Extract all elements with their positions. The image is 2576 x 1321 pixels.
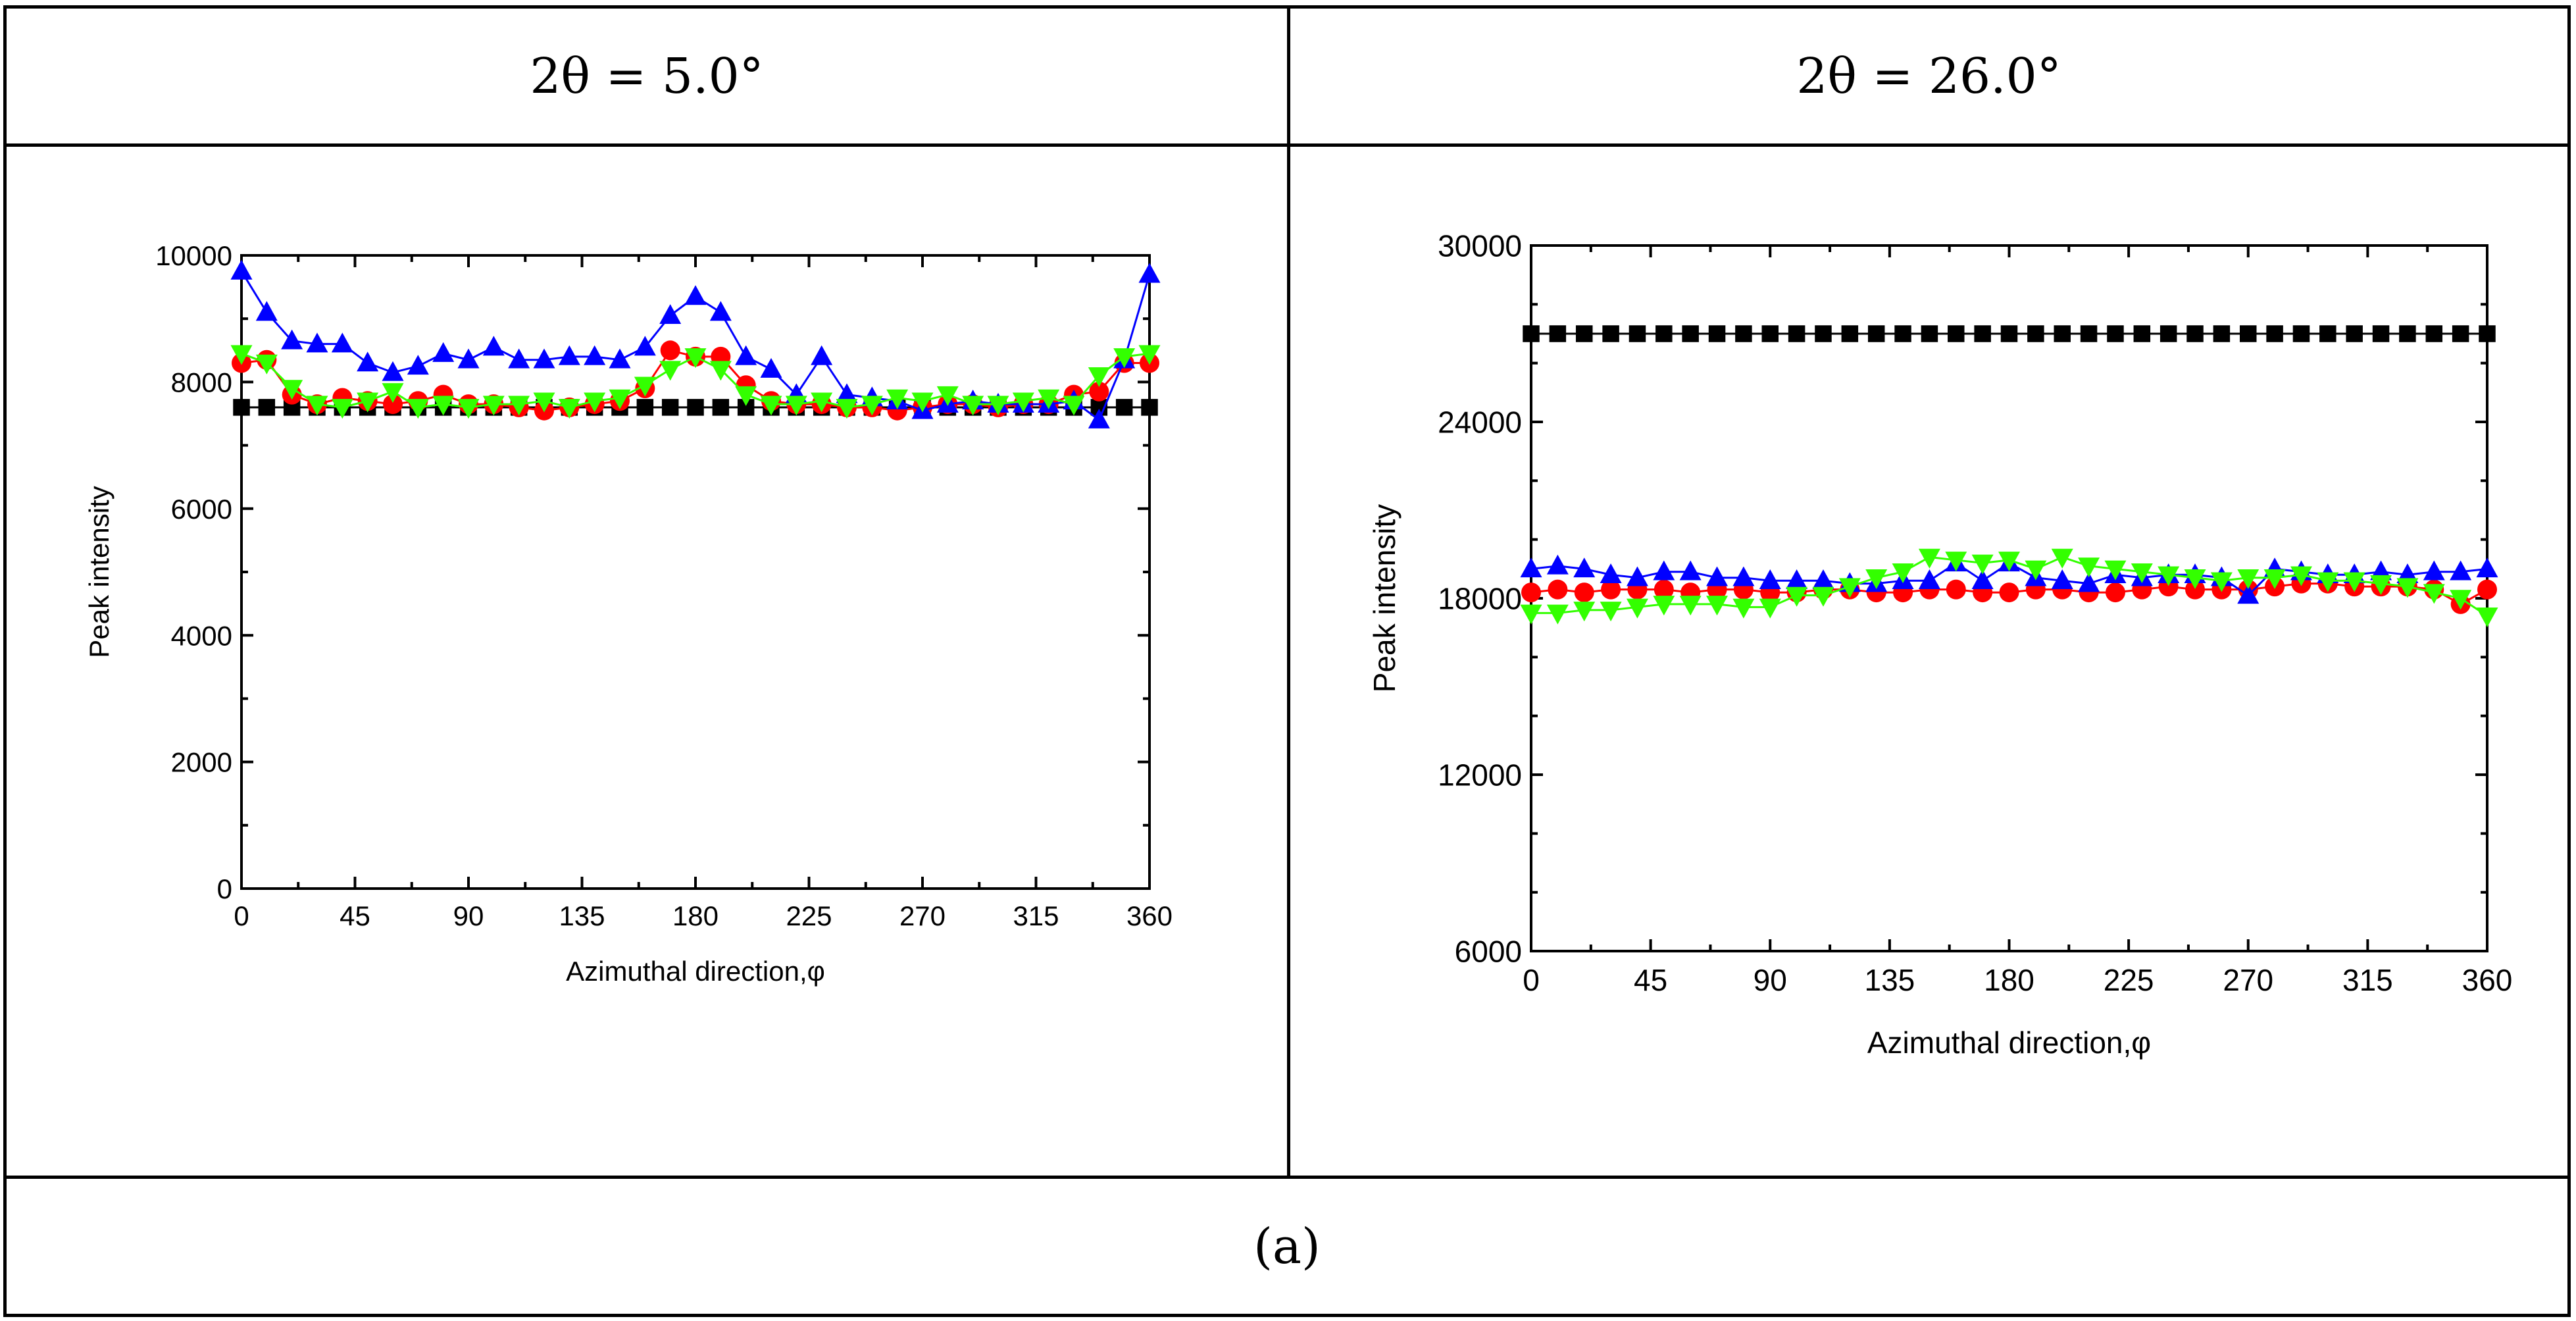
data-point-triangle-down (684, 348, 707, 369)
y-tick-label: 8000 (171, 367, 232, 398)
data-point-triangle-down (255, 354, 278, 375)
data-point-triangle-up (811, 345, 833, 365)
data-point-triangle-down (811, 392, 833, 413)
data-point-triangle-down (659, 361, 682, 381)
data-point-triangle-down (936, 386, 959, 406)
x-tick-label: 360 (1126, 900, 1173, 931)
data-point-triangle-up (457, 348, 480, 369)
data-point-square (636, 399, 654, 416)
data-point-triangle-down (482, 396, 505, 416)
data-point-triangle-down (962, 396, 984, 416)
data-point-triangle-up (836, 383, 858, 403)
y-axis-label: Peak intensity (84, 486, 114, 658)
data-point-triangle-up (407, 355, 429, 375)
data-point-square (233, 399, 250, 416)
column-divider (1287, 5, 1290, 1179)
data-point-triangle-up (382, 361, 404, 381)
x-tick-label: 0 (234, 900, 249, 931)
x-tick-label: 270 (899, 900, 946, 931)
data-point-triangle-up (709, 301, 732, 321)
data-point-triangle-up (230, 259, 253, 280)
data-point-triangle-up (357, 351, 379, 372)
data-point-triangle-up (735, 345, 757, 365)
x-tick-label: 225 (786, 900, 832, 931)
data-point-triangle-down (785, 396, 807, 416)
y-tick-label: 2000 (171, 747, 232, 778)
data-point-square (1141, 399, 1158, 416)
data-point-triangle-down (306, 396, 328, 416)
data-point-circle (660, 340, 680, 361)
x-tick-label: 135 (559, 900, 605, 931)
data-point-triangle-down (709, 361, 732, 381)
data-point-triangle-up (558, 345, 580, 365)
data-point-triangle-up (634, 336, 656, 356)
data-point-triangle-up (609, 348, 631, 369)
data-point-triangle-down (382, 383, 404, 403)
data-point-triangle-down (609, 389, 631, 409)
data-point-square (1115, 399, 1133, 416)
data-point-triangle-down (1138, 345, 1161, 365)
data-point-triangle-down (432, 396, 455, 416)
data-point-triangle-down (584, 392, 606, 413)
data-point-triangle-down (508, 396, 530, 416)
data-point-square (687, 399, 704, 416)
x-tick-label: 180 (672, 900, 719, 931)
data-point-triangle-down (331, 399, 353, 419)
left-plot-area: 0 45 90 135 180 225 270 315 360 0 2000 4000 6000 8000… (84, 240, 1173, 987)
data-point-triangle-down (886, 389, 909, 409)
data-point-triangle-down (407, 399, 429, 419)
data-point-triangle-up (533, 348, 555, 369)
data-point-circle (383, 394, 403, 415)
data-point-triangle-down (1012, 392, 1034, 413)
x-tick-label: 315 (1013, 900, 1059, 931)
y-tick-label: 10000 (155, 240, 232, 271)
data-point-triangle-up (306, 332, 328, 353)
data-point-triangle-up (331, 332, 353, 353)
y-tick-label: 4000 (171, 620, 232, 651)
data-point-triangle-up (684, 285, 707, 305)
data-point-triangle-down (457, 399, 480, 419)
data-point-triangle-down (533, 392, 555, 413)
data-point-triangle-down (357, 392, 379, 413)
y-tick-label: 0 (217, 873, 232, 904)
data-point-circle (1089, 381, 1109, 401)
data-point-triangle-down (987, 396, 1009, 416)
data-point-triangle-down (634, 376, 656, 397)
data-point-triangle-up (584, 345, 606, 365)
data-point-square (712, 399, 730, 416)
data-point-triangle-up (281, 329, 303, 350)
y-tick-label: 6000 (171, 494, 232, 525)
data-point-triangle-up (482, 336, 505, 356)
data-point-triangle-down (1038, 389, 1060, 409)
data-point-triangle-down (1088, 367, 1110, 388)
header-right: 2θ = 26.0° (1796, 47, 2061, 105)
data-point-triangle-up (1138, 263, 1161, 283)
x-tick-label: 45 (340, 900, 370, 931)
data-point-triangle-up (659, 304, 682, 324)
x-tick-label: 90 (453, 900, 484, 931)
data-point-triangle-down (760, 396, 782, 416)
x-axis-label: Azimuthal direction,φ (566, 956, 825, 987)
data-point-triangle-down (735, 386, 757, 406)
data-point-triangle-down (1113, 348, 1136, 369)
data-point-triangle-down (861, 396, 883, 416)
header-left: 2θ = 5.0° (530, 47, 764, 105)
data-point-triangle-up (255, 301, 278, 321)
data-point-triangle-down (281, 380, 303, 400)
data-point-triangle-up (1088, 408, 1110, 428)
data-point-triangle-down (836, 399, 858, 419)
data-point-triangle-up (432, 342, 455, 362)
data-point-square (661, 399, 679, 416)
data-point-square (258, 399, 276, 416)
data-point-triangle-up (760, 357, 782, 378)
data-point-triangle-down (558, 399, 580, 419)
data-point-triangle-up (508, 348, 530, 369)
data-point-triangle-down (911, 392, 934, 413)
figure-caption: (a) (1253, 1218, 1321, 1275)
data-point-triangle-down (1063, 396, 1085, 416)
data-point-triangle-down (230, 345, 253, 365)
